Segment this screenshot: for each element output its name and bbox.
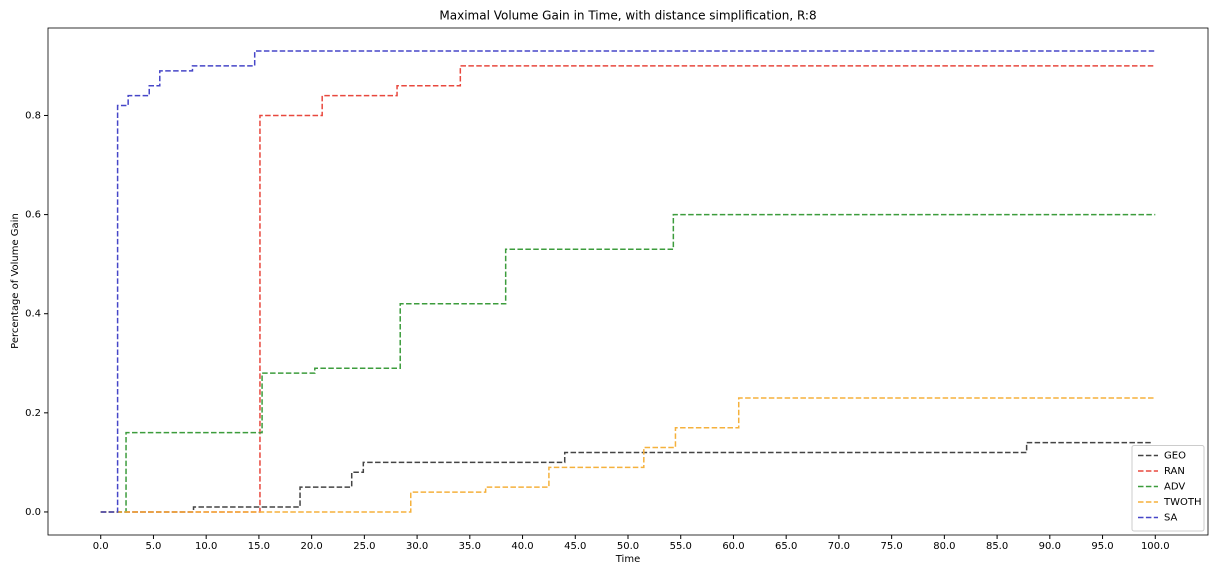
chart-title: Maximal Volume Gain in Time, with distan…: [439, 9, 816, 23]
x-tick-label: 50.0: [617, 541, 639, 552]
legend-box: [1131, 445, 1205, 532]
legend-label: GEO: [1164, 451, 1186, 462]
x-axis-label: Time: [615, 554, 640, 565]
x-tick-label: 85.0: [986, 541, 1008, 552]
legend-label: ADV: [1164, 482, 1185, 493]
legend-label: TWOTH: [1163, 497, 1202, 508]
y-tick-label: 0.0: [25, 507, 41, 518]
step-line: [100, 65, 1156, 513]
x-tick-label: 10.0: [195, 541, 217, 552]
x-tick-label: 70.0: [828, 541, 850, 552]
x-tick-label: 35.0: [459, 541, 481, 552]
y-axis-label: Percentage of Volume Gain: [10, 213, 21, 349]
x-tick-label: 75.0: [881, 541, 903, 552]
plot-frame: [47, 27, 1209, 536]
step-line: [100, 441, 1152, 513]
x-tick-label: 30.0: [406, 541, 428, 552]
y-tick-label: 0.2: [25, 408, 41, 419]
legend-label: RAN: [1164, 466, 1185, 477]
y-tick-label: 0.8: [25, 110, 41, 121]
step-line: [100, 50, 1156, 513]
x-tick-label: 15.0: [248, 541, 270, 552]
x-tick-label: 40.0: [511, 541, 533, 552]
y-tick-label: 0.4: [25, 309, 41, 320]
x-tick-label: 100.0: [1141, 541, 1170, 552]
x-tick-label: 5.0: [146, 541, 162, 552]
x-tick-label: 80.0: [933, 541, 955, 552]
step-line: [100, 213, 1156, 513]
x-tick-label: 95.0: [1091, 541, 1113, 552]
x-tick-label: 60.0: [722, 541, 744, 552]
x-tick-label: 0.0: [93, 541, 109, 552]
x-tick-label: 65.0: [775, 541, 797, 552]
legend: GEO RAN ADV TWOTH SA: [1131, 445, 1205, 532]
x-tick-label: 90.0: [1039, 541, 1061, 552]
legend-label: SA: [1164, 513, 1178, 524]
x-tick-label: 25.0: [353, 541, 375, 552]
x-tick-label: 55.0: [670, 541, 692, 552]
x-tick-label: 20.0: [301, 541, 323, 552]
step-line: [100, 397, 1156, 513]
x-tick-label: 45.0: [564, 541, 586, 552]
y-tick-label: 0.6: [25, 210, 41, 221]
